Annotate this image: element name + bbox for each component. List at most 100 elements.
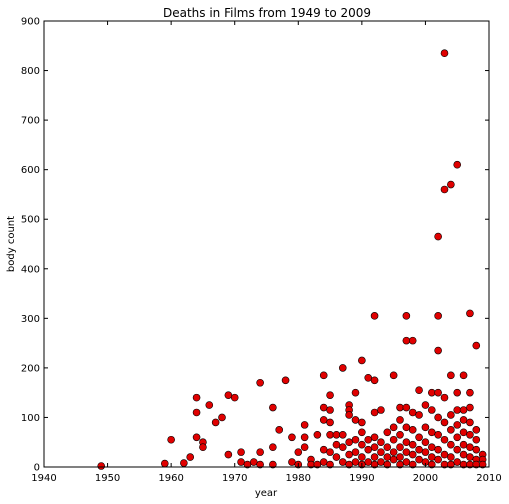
data-point [300, 421, 309, 429]
data-point [364, 373, 373, 382]
y-tick-label: 500 [21, 215, 40, 226]
data-point [472, 445, 481, 454]
data-point [408, 460, 417, 469]
data-point [421, 438, 430, 447]
data-point [256, 378, 264, 387]
data-point [434, 445, 442, 454]
data-point [440, 393, 449, 402]
x-tick-label: 1960 [158, 473, 183, 484]
data-point [319, 416, 328, 424]
data-point [421, 423, 430, 432]
data-point [97, 462, 106, 470]
data-point [237, 458, 245, 466]
data-point [453, 433, 462, 442]
data-point [434, 413, 442, 422]
data-point [440, 418, 449, 427]
plot-area [44, 21, 489, 467]
data-point [256, 460, 264, 469]
data-point [389, 371, 398, 380]
data-point [351, 416, 360, 424]
data-point [345, 438, 353, 447]
data-point [408, 450, 417, 459]
data-point [186, 453, 195, 461]
data-point [447, 180, 455, 189]
chart-title: Deaths in Films from 1949 to 2009 [163, 6, 371, 20]
data-point [160, 459, 169, 468]
ticks-layer: 1940 1950 1960 1970 1980 1990 2000 2010 0 100 200 3… [21, 17, 502, 485]
data-point [421, 448, 430, 456]
data-point [383, 453, 392, 461]
data-point [447, 453, 455, 461]
data-point [269, 403, 277, 412]
data-point [377, 406, 385, 414]
data-point [338, 458, 347, 466]
data-point [269, 443, 277, 451]
data-point [447, 426, 455, 434]
x-tick-label: 1980 [286, 473, 311, 484]
data-point [427, 443, 436, 451]
y-tick-label: 0 [34, 463, 40, 474]
data-point [351, 458, 360, 466]
data-point [180, 459, 188, 467]
y-tick-label: 400 [21, 264, 40, 275]
x-tick-label: 1940 [31, 473, 56, 484]
data-point [408, 408, 417, 417]
data-point [434, 455, 442, 464]
y-tick-label: 200 [21, 363, 40, 374]
data-point [402, 438, 411, 447]
data-point [427, 453, 436, 461]
data-point [434, 312, 442, 320]
data-point [377, 458, 385, 466]
data-point [300, 433, 309, 442]
y-tick-label: 300 [21, 314, 40, 325]
data-point [472, 435, 481, 444]
data-point [364, 445, 373, 454]
data-point [459, 371, 468, 380]
data-point [447, 411, 455, 419]
data-point [421, 401, 430, 409]
data-point [434, 232, 442, 241]
data-point [338, 364, 347, 372]
data-point [332, 453, 341, 461]
data-point [453, 160, 462, 169]
data-point [224, 450, 233, 459]
data-point [256, 448, 264, 456]
data-point [192, 433, 201, 442]
data-point [370, 433, 379, 442]
data-point [459, 428, 468, 437]
data-point [459, 406, 468, 414]
data-point [434, 430, 442, 439]
data-point [358, 440, 366, 449]
data-point [218, 413, 226, 422]
data-point [370, 312, 379, 320]
data-point [408, 440, 417, 449]
data-point [459, 450, 468, 459]
data-point [364, 435, 373, 444]
data-point [313, 430, 322, 439]
data-point [358, 418, 366, 427]
data-point [269, 460, 277, 469]
data-point [370, 408, 379, 417]
data-point [345, 411, 353, 419]
data-point [466, 430, 474, 439]
data-point [389, 435, 398, 444]
data-point [319, 403, 328, 412]
data-point [237, 448, 245, 456]
data-point [281, 376, 290, 385]
data-point [415, 386, 423, 394]
data-point [358, 453, 366, 461]
data-point [415, 455, 423, 464]
data-point [364, 458, 373, 466]
data-point [447, 440, 455, 449]
data-point [377, 448, 385, 456]
data-point [396, 443, 404, 451]
data-point [205, 401, 214, 409]
data-point [466, 443, 474, 451]
data-point [389, 448, 398, 456]
data-point [402, 336, 411, 345]
data-point [472, 426, 481, 434]
data-point [249, 458, 258, 466]
data-point [332, 430, 341, 439]
data-point [288, 433, 296, 442]
data-point [358, 356, 366, 365]
